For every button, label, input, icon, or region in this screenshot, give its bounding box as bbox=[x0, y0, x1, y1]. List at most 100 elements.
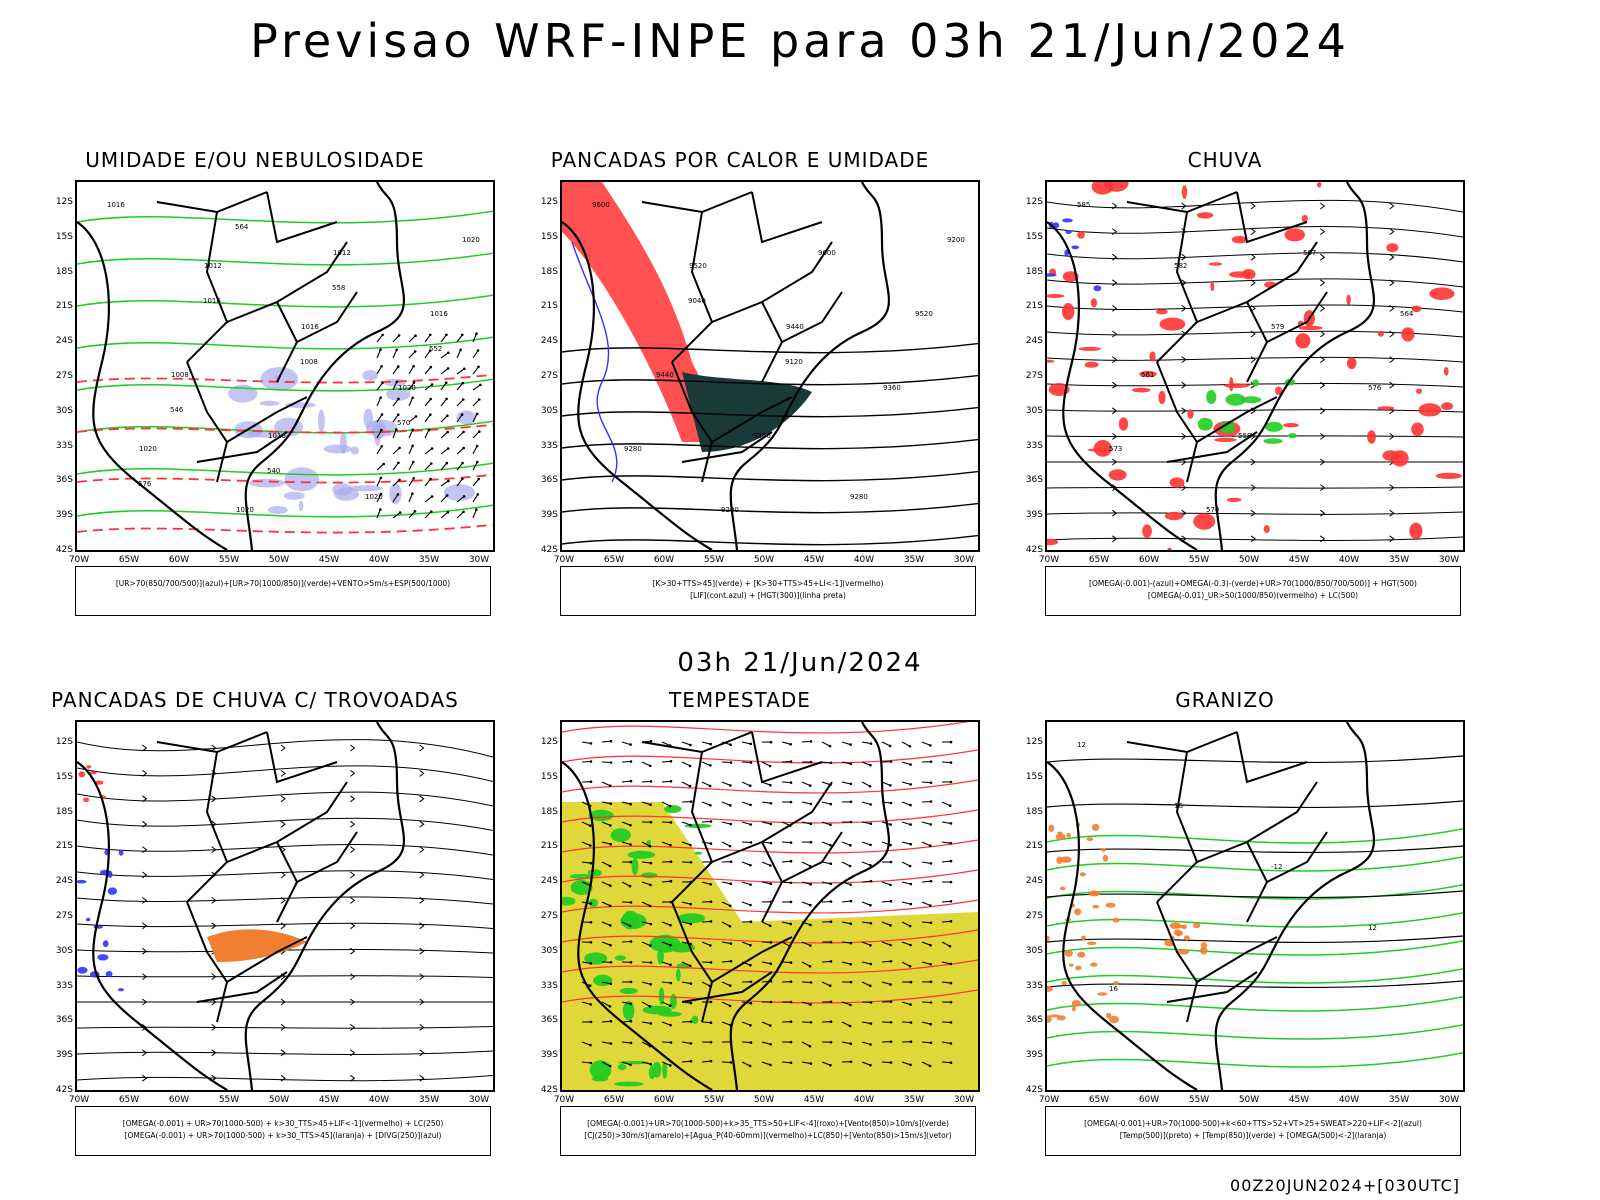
wind-vector-head bbox=[909, 803, 912, 807]
rain-area bbox=[1409, 522, 1423, 540]
streamline bbox=[1047, 252, 1463, 263]
flow-arrow bbox=[280, 922, 286, 930]
wind-vector bbox=[721, 881, 731, 885]
coastline bbox=[1047, 182, 1375, 550]
wind-vector-head bbox=[888, 744, 892, 748]
wind-vector bbox=[801, 901, 811, 906]
wind-vector bbox=[941, 1041, 951, 1044]
contour-line bbox=[1047, 968, 1463, 984]
flow-arrow bbox=[280, 897, 286, 904]
lon-tick-label: 45W bbox=[1288, 555, 1310, 565]
wind-vector-head bbox=[608, 784, 612, 787]
rain-area-blue bbox=[1093, 285, 1102, 292]
lon-tick-label: 65W bbox=[1088, 1095, 1110, 1105]
flow-arrow bbox=[419, 795, 425, 803]
wind-vector bbox=[821, 801, 831, 805]
rain-area bbox=[1077, 231, 1085, 239]
map-panel-6: GRANIZO 12 16 -12 12 16 12S 15S 18S 21S 24S 27S 30S 3… bbox=[975, 688, 1475, 1156]
wind-vector bbox=[621, 821, 631, 826]
wind-vector-head bbox=[398, 511, 402, 514]
wind-vector-head bbox=[769, 783, 772, 787]
flow-arrow bbox=[1181, 356, 1187, 363]
wind-vector-head bbox=[829, 843, 832, 847]
lon-tick-label: 65W bbox=[118, 555, 140, 565]
wind-vector-head bbox=[709, 820, 713, 823]
rain-area bbox=[1078, 346, 1101, 351]
wind-vector-head bbox=[589, 962, 593, 965]
flow-arrow bbox=[1250, 305, 1256, 312]
wind-vector bbox=[921, 861, 931, 864]
contour-line bbox=[1047, 755, 1463, 764]
wind-vector-head bbox=[909, 842, 912, 846]
flow-arrow bbox=[350, 922, 356, 930]
wind-vector bbox=[741, 941, 751, 946]
contour-label: 558 bbox=[1238, 432, 1251, 440]
wind-vector-head bbox=[446, 414, 449, 417]
streamline bbox=[77, 817, 493, 831]
wind-vector-head bbox=[430, 462, 433, 465]
wind-vector bbox=[781, 741, 791, 745]
legend-box: [OMEGA(-0.001)+UR>70(1000-500)+k<60+TTS>… bbox=[1045, 1106, 1461, 1156]
contour-label: 9280 bbox=[624, 445, 642, 453]
wind-vector-head bbox=[909, 1040, 913, 1043]
hail-orange bbox=[1174, 930, 1183, 937]
wind-vector-head bbox=[709, 1040, 713, 1044]
flow-arrow bbox=[1250, 228, 1256, 235]
wind-vector bbox=[641, 941, 651, 947]
wind-vector bbox=[681, 761, 691, 767]
lon-tick-label: 50W bbox=[268, 555, 290, 565]
wind-vector bbox=[601, 821, 611, 826]
flow-arrow bbox=[1320, 202, 1326, 210]
wind-vector-head bbox=[689, 1001, 693, 1005]
wind-vector bbox=[921, 1001, 932, 1004]
wind-vector bbox=[408, 415, 417, 423]
wind-vector-head bbox=[669, 923, 672, 927]
wind-vector bbox=[392, 447, 400, 455]
wind-vector-head bbox=[478, 430, 481, 433]
wind-vector bbox=[392, 479, 400, 487]
flow-arrow bbox=[142, 871, 148, 879]
flow-arrow bbox=[1112, 535, 1118, 543]
wind-vector-head bbox=[609, 1042, 613, 1045]
wind-vector bbox=[456, 431, 464, 439]
flow-arrow bbox=[1181, 253, 1187, 261]
wind-vector-head bbox=[709, 900, 713, 903]
contour-line bbox=[562, 438, 978, 450]
wind-vector bbox=[601, 740, 612, 743]
wind-vector bbox=[801, 801, 811, 805]
wind-vector bbox=[781, 781, 792, 784]
wind-vector-head bbox=[475, 508, 478, 512]
lon-tick-label: 65W bbox=[603, 555, 625, 565]
wind-vector-head bbox=[869, 822, 873, 825]
jet-area bbox=[562, 802, 978, 1090]
wind-vector-head bbox=[949, 1021, 953, 1024]
wind-vector bbox=[941, 801, 951, 807]
storm-area-red bbox=[86, 765, 92, 769]
lon-tick-label: 40W bbox=[1338, 1095, 1360, 1105]
legend-box: [OMEGA(-0.001)+UR>70(1000-500)+k>35_TTS>… bbox=[560, 1106, 976, 1156]
rain-area bbox=[1159, 317, 1186, 331]
map-layers bbox=[77, 722, 493, 1090]
wind-vector bbox=[901, 841, 911, 845]
wind-vector-head bbox=[629, 1041, 633, 1045]
wind-vector bbox=[721, 821, 731, 825]
flow-arrow bbox=[211, 1024, 217, 1031]
hail-orange bbox=[1091, 823, 1100, 831]
lon-tick-label: 65W bbox=[118, 1095, 140, 1105]
legend-line: [OMEGA(-0.001)+UR>70(1000-500)+k>35_TTS>… bbox=[587, 1119, 949, 1128]
flow-arrow bbox=[419, 871, 425, 879]
wind-vector bbox=[392, 512, 401, 519]
contour-line bbox=[77, 294, 493, 308]
wind-vector-head bbox=[588, 984, 592, 987]
streamline bbox=[1047, 226, 1463, 238]
wind-vector bbox=[761, 861, 771, 867]
wind-vector bbox=[392, 462, 399, 471]
wind-vector-head bbox=[380, 365, 383, 368]
wind-vector-head bbox=[869, 1022, 873, 1025]
rain-area-green bbox=[1288, 433, 1297, 439]
wind-vector-head bbox=[629, 1063, 632, 1067]
contour-line bbox=[77, 473, 493, 484]
divergence-blue bbox=[117, 988, 125, 992]
flow-arrow bbox=[1250, 253, 1256, 261]
